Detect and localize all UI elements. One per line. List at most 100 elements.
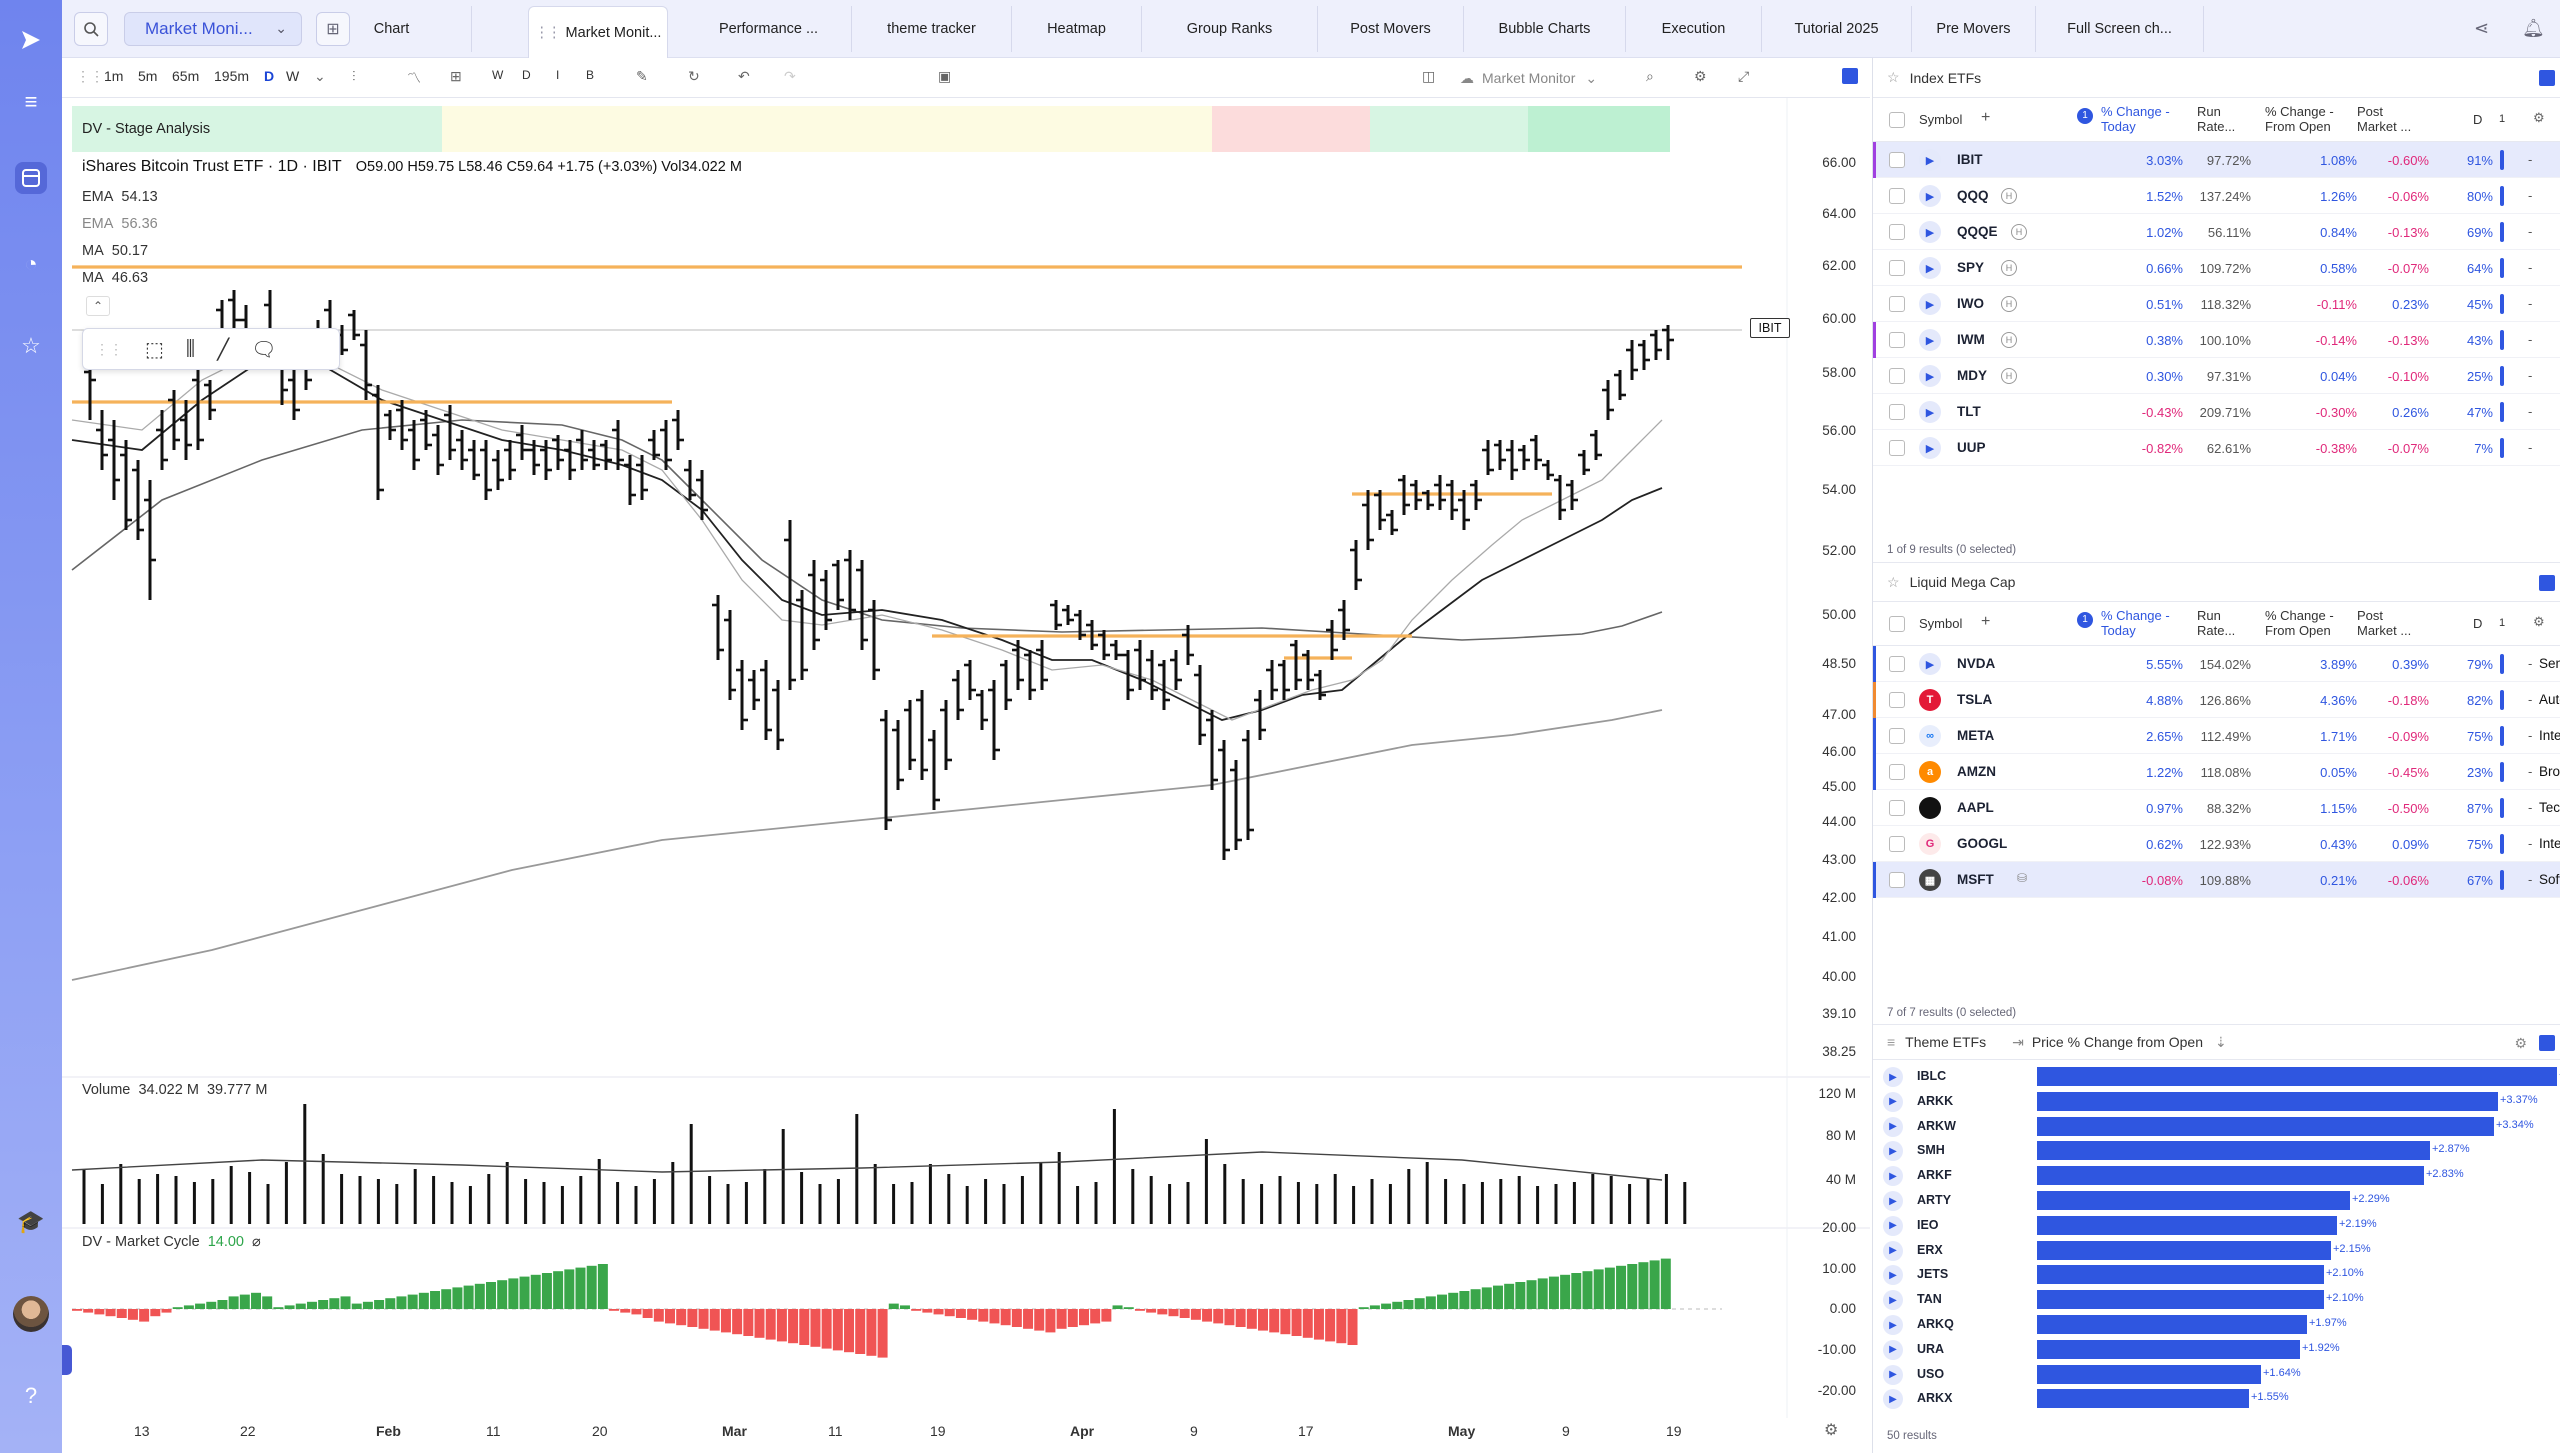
play-icon[interactable]: ▶: [1883, 1116, 1903, 1137]
symbol[interactable]: META: [1957, 728, 1995, 743]
symbol[interactable]: MDY: [1957, 368, 1987, 383]
theme-symbol[interactable]: ARKW: [1917, 1118, 1956, 1133]
play-icon[interactable]: ▶: [1883, 1364, 1903, 1385]
theme-symbol[interactable]: SMH: [1917, 1143, 1945, 1158]
indicator-ema-1[interactable]: EMA 54.13: [82, 189, 158, 205]
style-w-button[interactable]: W: [492, 68, 504, 82]
row-checkbox[interactable]: [1889, 296, 1905, 312]
col-change-today[interactable]: % Change - Today: [2101, 608, 2170, 638]
row-checkbox[interactable]: [1889, 224, 1905, 240]
col-d[interactable]: D: [2473, 616, 2483, 631]
symbol[interactable]: GOOGL: [1957, 836, 2008, 851]
theme-symbol[interactable]: TAN: [1917, 1292, 1942, 1307]
row-checkbox[interactable]: [1889, 332, 1905, 348]
row-checkbox[interactable]: [1889, 440, 1905, 456]
select-all-checkbox[interactable]: [1889, 112, 1905, 128]
play-icon[interactable]: ▶: [1883, 1339, 1903, 1360]
play-icon[interactable]: ▶: [1919, 329, 1941, 351]
add-symbol-icon[interactable]: +: [1981, 613, 1991, 630]
row-checkbox[interactable]: [1889, 260, 1905, 276]
list-item[interactable]: ▶ TAN +2.10%: [1873, 1287, 2560, 1312]
table-row[interactable]: ▶ TLT -0.43% 209.71% -0.30% 0.26% 47% -: [1873, 394, 2560, 430]
play-icon[interactable]: ▶: [1883, 1389, 1903, 1410]
table-row[interactable]: ▶ QQQE H 1.02% 56.11% 0.84% -0.13% 69% -: [1873, 214, 2560, 250]
list-item[interactable]: ▶ ARKW +3.34%: [1873, 1114, 2560, 1139]
symbol[interactable]: AMZN: [1957, 764, 1996, 779]
symbol[interactable]: NVDA: [1957, 656, 1996, 671]
gear-icon[interactable]: ⚙: [2514, 1035, 2527, 1051]
theme-symbol[interactable]: ARKK: [1917, 1093, 1954, 1108]
comment-tool-icon[interactable]: 🗨︎: [251, 338, 277, 361]
list-item[interactable]: ▶ ARKQ +1.97%: [1873, 1312, 2560, 1337]
table-row[interactable]: ▦ MSFT ⛁ -0.08% 109.88% 0.21% -0.06% 67% -Softw: [1873, 862, 2560, 898]
table-row[interactable]: ∞ META 2.65% 112.49% 1.71% -0.09% 75% -Intera: [1873, 718, 2560, 754]
theme-symbol[interactable]: JETS: [1917, 1267, 1949, 1282]
symbol[interactable]: TLT: [1957, 404, 1981, 419]
row-checkbox[interactable]: [1889, 404, 1905, 420]
layout-panel-icon[interactable]: ◫: [1422, 68, 1436, 84]
tab-7[interactable]: Bubble Charts: [1464, 6, 1626, 52]
tab-5[interactable]: Group Ranks: [1142, 6, 1318, 52]
refresh-icon[interactable]: ↻: [688, 68, 700, 84]
style-b-button[interactable]: B: [586, 68, 595, 82]
tab-0[interactable]: Chart: [312, 6, 472, 52]
list-item[interactable]: ▶ SMH +2.87%: [1873, 1138, 2560, 1163]
play-icon[interactable]: ▶: [1883, 1191, 1903, 1211]
play-icon[interactable]: ▶: [1883, 1315, 1903, 1335]
calendar-icon[interactable]: ▣: [938, 68, 952, 84]
tab-11[interactable]: Full Screen ch...: [2036, 6, 2204, 52]
avatar[interactable]: [13, 1296, 49, 1332]
sort-direction-icon[interactable]: ⇣: [2215, 1033, 2227, 1050]
add-symbol-icon[interactable]: +: [1981, 109, 1991, 126]
theme-symbol[interactable]: ARKQ: [1917, 1317, 1954, 1331]
indicators-icon[interactable]: 〽: [407, 70, 421, 86]
compare-icon[interactable]: ⫶: [352, 68, 356, 84]
fullscreen-icon[interactable]: ⤢: [1738, 68, 1750, 84]
symbol[interactable]: AAPL: [1957, 800, 1994, 815]
table-row[interactable]: T TSLA 4.88% 126.86% 4.36% -0.18% 82% -Autom: [1873, 682, 2560, 718]
table-row[interactable]: ▶ QQQ H 1.52% 137.24% 1.26% -0.06% 80% -: [1873, 178, 2560, 214]
bell-icon[interactable]: 🔔︎: [2522, 18, 2545, 38]
drag-handle-icon[interactable]: ⋮⋮: [95, 340, 123, 357]
interval-d[interactable]: D: [264, 68, 275, 84]
star-icon[interactable]: ☆: [1887, 69, 1900, 85]
col-post-market[interactable]: Post Market ...: [2357, 608, 2412, 638]
row-checkbox[interactable]: [1889, 764, 1905, 780]
pencil-icon[interactable]: ✎: [636, 68, 648, 84]
col-change-open[interactable]: % Change - From Open: [2265, 104, 2334, 134]
interval-5m[interactable]: 5m: [138, 68, 158, 84]
table-row[interactable]: ▶ NVDA 5.55% 154.02% 3.89% 0.39% 79% -Semic: [1873, 646, 2560, 682]
chart-settings-icon[interactable]: ⚙: [1824, 1422, 1839, 1439]
theme-symbol[interactable]: USO: [1917, 1366, 1945, 1381]
gear-icon[interactable]: ⚙: [2533, 614, 2545, 629]
tab-3[interactable]: theme tracker: [852, 6, 1012, 52]
symbol[interactable]: IWO: [1957, 296, 1984, 311]
play-icon[interactable]: ▶: [1883, 1091, 1903, 1112]
link-color-square[interactable]: [2539, 1035, 2555, 1051]
list-item[interactable]: ▶ IEO +2.19%: [1873, 1213, 2560, 1238]
symbol[interactable]: SPY: [1957, 260, 1985, 275]
indicator-ma-2[interactable]: MA 46.63: [82, 270, 149, 286]
col-run-rate[interactable]: Run Rate...: [2197, 608, 2236, 638]
col-symbol[interactable]: Symbol: [1919, 112, 1963, 127]
list-item[interactable]: ▶ ARKK +3.37%: [1873, 1089, 2560, 1114]
list-item[interactable]: ▶ ERX +2.15%: [1873, 1238, 2560, 1263]
list-item[interactable]: ▶ URA +1.92%: [1873, 1337, 2560, 1362]
gear-icon[interactable]: ⚙: [2533, 110, 2545, 125]
col-post-market[interactable]: Post Market ...: [2357, 104, 2412, 134]
logo-icon[interactable]: [15, 24, 47, 56]
play-icon[interactable]: ▶: [1883, 1141, 1903, 1162]
templates-icon[interactable]: ⊞: [450, 68, 462, 84]
tab-8[interactable]: Execution: [1626, 6, 1762, 52]
link-color-square[interactable]: [1842, 68, 1858, 84]
symbol[interactable]: UUP: [1957, 440, 1986, 455]
play-icon[interactable]: ▶: [1919, 221, 1941, 243]
rail-collapse-handle[interactable]: [62, 1345, 72, 1375]
table-row[interactable]: a AMZN 1.22% 118.08% 0.05% -0.45% 23% -Broad: [1873, 754, 2560, 790]
col-symbol[interactable]: Symbol: [1919, 616, 1963, 631]
gear-icon[interactable]: ⚙: [1694, 68, 1707, 84]
tab-6[interactable]: Post Movers: [1318, 6, 1464, 52]
play-icon[interactable]: ▶: [1919, 149, 1941, 171]
row-checkbox[interactable]: [1889, 152, 1905, 168]
list-item[interactable]: ▶ ARTY +2.29%: [1873, 1188, 2560, 1213]
